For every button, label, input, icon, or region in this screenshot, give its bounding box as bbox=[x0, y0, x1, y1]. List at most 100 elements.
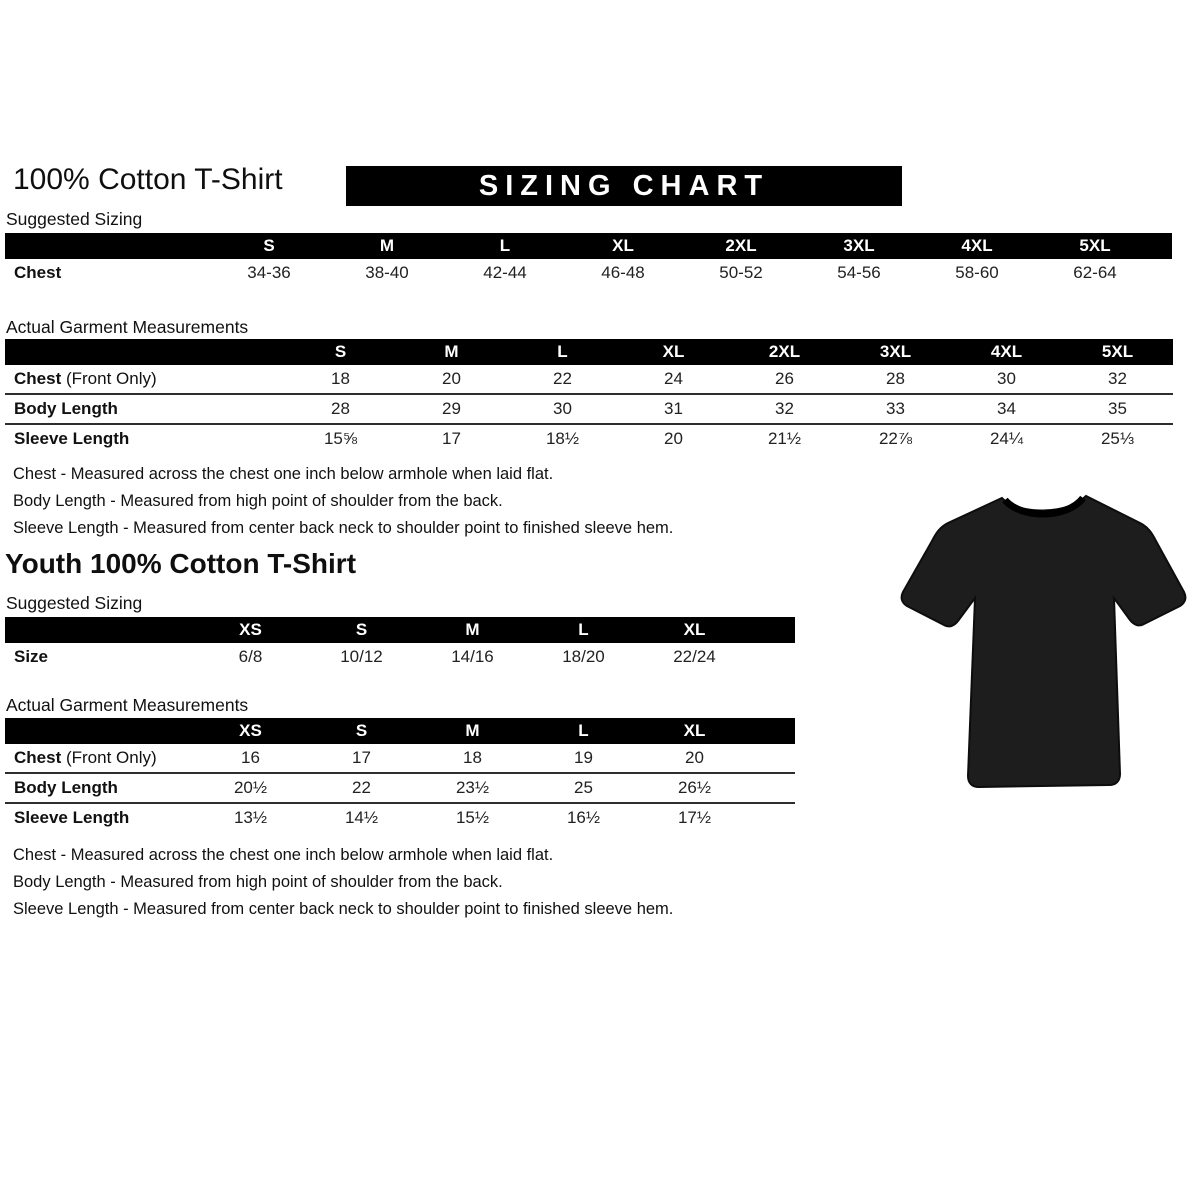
sizing-chart-banner-text: SIZING CHART bbox=[478, 169, 770, 202]
measurement-cell: 46-48 bbox=[601, 263, 645, 282]
column-header-5xl: 5XL bbox=[1062, 339, 1173, 365]
youth-section-title: Youth 100% Cotton T-Shirt bbox=[5, 548, 357, 579]
column-header-xs: XS bbox=[195, 617, 306, 643]
label-column-header bbox=[5, 718, 195, 744]
measurement-note: Body Length - Measured from high point o… bbox=[13, 873, 503, 891]
table-row: Chest 34-36 38-40 42-44 46-48 50-52 54-56 58-60… bbox=[5, 259, 1172, 287]
column-header-l: L bbox=[446, 233, 564, 259]
row-label: Body Length bbox=[5, 393, 285, 424]
measurement-cell: 33 bbox=[840, 393, 951, 424]
column-header-xl: XL bbox=[639, 617, 750, 643]
measurement-cell: 17 bbox=[396, 423, 507, 453]
measurement-cell: 34-36 bbox=[247, 263, 291, 282]
row-filler bbox=[750, 643, 795, 671]
adult-actual-measurements-table: S M L XL 2XL 3XL 4XL 5XL Chest (Front Only) 18 20 2… bbox=[5, 339, 1173, 453]
table-row: Body Length 20½ 22 23½ 25 26½ bbox=[5, 772, 795, 803]
row-label: Size bbox=[14, 647, 49, 666]
measurement-cell: 32 bbox=[729, 393, 840, 424]
measurement-cell: 54-56 bbox=[837, 263, 881, 282]
measurement-cell: 25⅓ bbox=[1062, 423, 1173, 453]
measurement-cell: 38-40 bbox=[365, 263, 409, 282]
column-header-3xl: 3XL bbox=[800, 233, 918, 259]
column-header-xl: XL bbox=[639, 718, 750, 744]
measurement-cell: 32 bbox=[1108, 369, 1127, 388]
measurement-note: Chest - Measured across the chest one in… bbox=[13, 846, 554, 864]
row-filler bbox=[750, 744, 795, 773]
size-header-row: XS S M L XL bbox=[5, 718, 795, 744]
measurement-cell: 22 bbox=[553, 369, 572, 388]
measurement-cell: 50-52 bbox=[719, 263, 763, 282]
column-header-l: L bbox=[507, 339, 618, 365]
column-header-xs: XS bbox=[195, 718, 306, 744]
adult-measurement-notes: Chest - Measured across the chest one in… bbox=[13, 461, 673, 542]
column-header-4xl: 4XL bbox=[951, 339, 1062, 365]
measurement-cell: 26½ bbox=[639, 772, 750, 803]
measurement-cell: 19 bbox=[574, 748, 593, 767]
column-header-2xl: 2XL bbox=[682, 233, 800, 259]
row-label: Chest (Front Only) bbox=[14, 748, 157, 767]
measurement-cell: 23½ bbox=[417, 772, 528, 803]
column-header-m: M bbox=[417, 718, 528, 744]
row-label: Body Length bbox=[5, 772, 195, 803]
sizing-chart-banner: SIZING CHART bbox=[346, 166, 902, 206]
measurement-cell: 29 bbox=[396, 393, 507, 424]
youth-actual-measurements-label: Actual Garment Measurements bbox=[6, 695, 249, 715]
row-label: Chest (Front Only) bbox=[14, 369, 157, 388]
header-filler bbox=[750, 617, 795, 643]
measurement-cell: 28 bbox=[285, 393, 396, 424]
measurement-cell: 14½ bbox=[306, 802, 417, 832]
column-header-xl: XL bbox=[618, 339, 729, 365]
column-header-xl: XL bbox=[564, 233, 682, 259]
table-row: Sleeve Length 15⅝ 17 18½ 20 21½ 22⅞ 24¼ 25⅓ bbox=[5, 423, 1173, 453]
measurement-cell: 20½ bbox=[195, 772, 306, 803]
measurement-cell: 6/8 bbox=[238, 647, 263, 666]
row-label: Sleeve Length bbox=[5, 802, 195, 832]
label-column-header bbox=[5, 617, 195, 643]
column-header-s: S bbox=[285, 339, 396, 365]
measurement-note: Chest - Measured across the chest one in… bbox=[13, 465, 554, 483]
measurement-cell: 31 bbox=[618, 393, 729, 424]
measurement-cell: 21½ bbox=[729, 423, 840, 453]
column-header-m: M bbox=[328, 233, 446, 259]
measurement-cell: 28 bbox=[886, 369, 905, 388]
measurement-cell: 58-60 bbox=[955, 263, 999, 282]
adult-suggested-sizing-label: Suggested Sizing bbox=[6, 209, 143, 229]
size-header-row: S M L XL 2XL 3XL 4XL 5XL bbox=[5, 233, 1172, 259]
measurement-cell: 35 bbox=[1062, 393, 1173, 424]
measurement-note: Sleeve Length - Measured from center bac… bbox=[13, 900, 674, 918]
row-filler bbox=[1154, 259, 1172, 287]
measurement-note: Body Length - Measured from high point o… bbox=[13, 492, 503, 510]
measurement-cell: 15½ bbox=[417, 802, 528, 832]
measurement-cell: 18/20 bbox=[562, 647, 605, 666]
measurement-note: Sleeve Length - Measured from center bac… bbox=[13, 519, 674, 537]
tshirt-image bbox=[900, 494, 1187, 789]
size-header-row: XS S M L XL bbox=[5, 617, 795, 643]
column-header-s: S bbox=[306, 617, 417, 643]
measurement-cell: 20 bbox=[685, 748, 704, 767]
measurement-cell: 20 bbox=[618, 423, 729, 453]
measurement-cell: 20 bbox=[442, 369, 461, 388]
size-header-row: S M L XL 2XL 3XL 4XL 5XL bbox=[5, 339, 1173, 365]
measurement-cell: 22 bbox=[306, 772, 417, 803]
row-label: Chest bbox=[14, 263, 62, 282]
measurement-cell: 10/12 bbox=[340, 647, 383, 666]
column-header-5xl: 5XL bbox=[1036, 233, 1154, 259]
column-header-3xl: 3XL bbox=[840, 339, 951, 365]
youth-actual-measurements-table: XS S M L XL Chest (Front Only) 16 17 18 19 20 Body … bbox=[5, 718, 795, 832]
measurement-cell: 14/16 bbox=[451, 647, 494, 666]
table-row: Chest (Front Only) 18 20 22 24 26 28 30 32 bbox=[5, 365, 1173, 394]
row-label: Sleeve Length bbox=[5, 423, 285, 453]
youth-suggested-sizing-label: Suggested Sizing bbox=[6, 593, 143, 613]
measurement-cell: 17½ bbox=[639, 802, 750, 832]
column-header-l: L bbox=[528, 617, 639, 643]
youth-suggested-sizing-table: XS S M L XL Size 6/8 10/12 14/16 18/20 22/24 bbox=[5, 617, 795, 671]
column-header-4xl: 4XL bbox=[918, 233, 1036, 259]
column-header-s: S bbox=[306, 718, 417, 744]
table-row: Sleeve Length 13½ 14½ 15½ 16½ 17½ bbox=[5, 802, 795, 832]
adult-suggested-sizing-table: S M L XL 2XL 3XL 4XL 5XL Chest 34-36 38-40 42-44 46-… bbox=[5, 233, 1172, 287]
adult-actual-measurements-label: Actual Garment Measurements bbox=[6, 317, 249, 337]
row-filler bbox=[750, 802, 795, 832]
table-row: Chest (Front Only) 16 17 18 19 20 bbox=[5, 744, 795, 773]
page-title: 100% Cotton T-Shirt bbox=[13, 163, 283, 196]
